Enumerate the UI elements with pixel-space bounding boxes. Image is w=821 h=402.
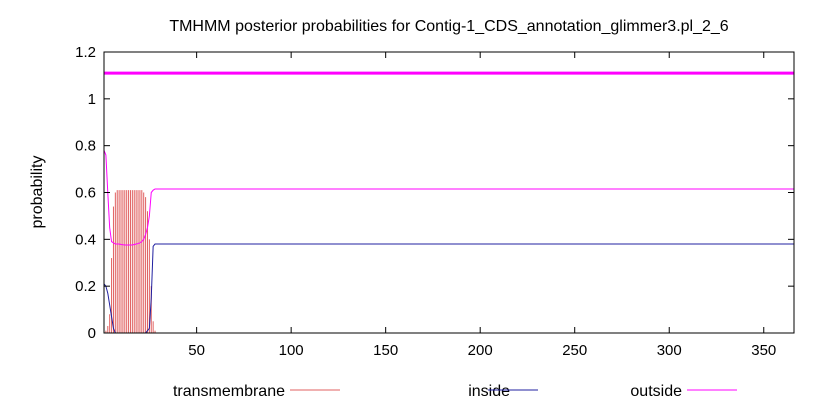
legend-label-outside: outside [630,383,682,400]
x-tick-label: 150 [373,342,398,359]
y-tick-label: 1.2 [75,44,96,61]
x-tick-label: 300 [657,342,682,359]
legend-label-transmembrane: transmembrane [173,383,285,400]
axis-ticks: 0 0.2 0.4 0.6 0.8 1 1.2 50 100 150 200 250 300 350 [75,44,794,359]
outside-line [103,150,794,246]
chart-title: TMHMM posterior probabilities for Contig… [169,18,728,35]
plot-frame [103,51,795,334]
y-tick-label: 0.6 [75,185,96,202]
y-tick-label: 0.2 [75,278,96,295]
series-inside [103,243,794,334]
legend-label-inside: inside [468,383,510,400]
inside-line [103,243,794,334]
y-axis-label: probability [29,156,46,229]
series-outside [103,150,794,246]
y-tick-label: 1 [88,91,96,108]
x-tick-label: 50 [188,342,205,359]
x-tick-label: 250 [562,342,587,359]
x-tick-label: 100 [279,342,304,359]
y-tick-label: 0 [88,325,96,342]
x-tick-label: 200 [468,342,493,359]
y-tick-label: 0.8 [75,138,96,155]
series-transmembrane [105,190,156,333]
x-tick-label: 350 [751,342,776,359]
legend: transmembrane inside outside [173,383,737,400]
y-tick-label: 0.4 [75,231,96,248]
plot-area [103,71,794,334]
